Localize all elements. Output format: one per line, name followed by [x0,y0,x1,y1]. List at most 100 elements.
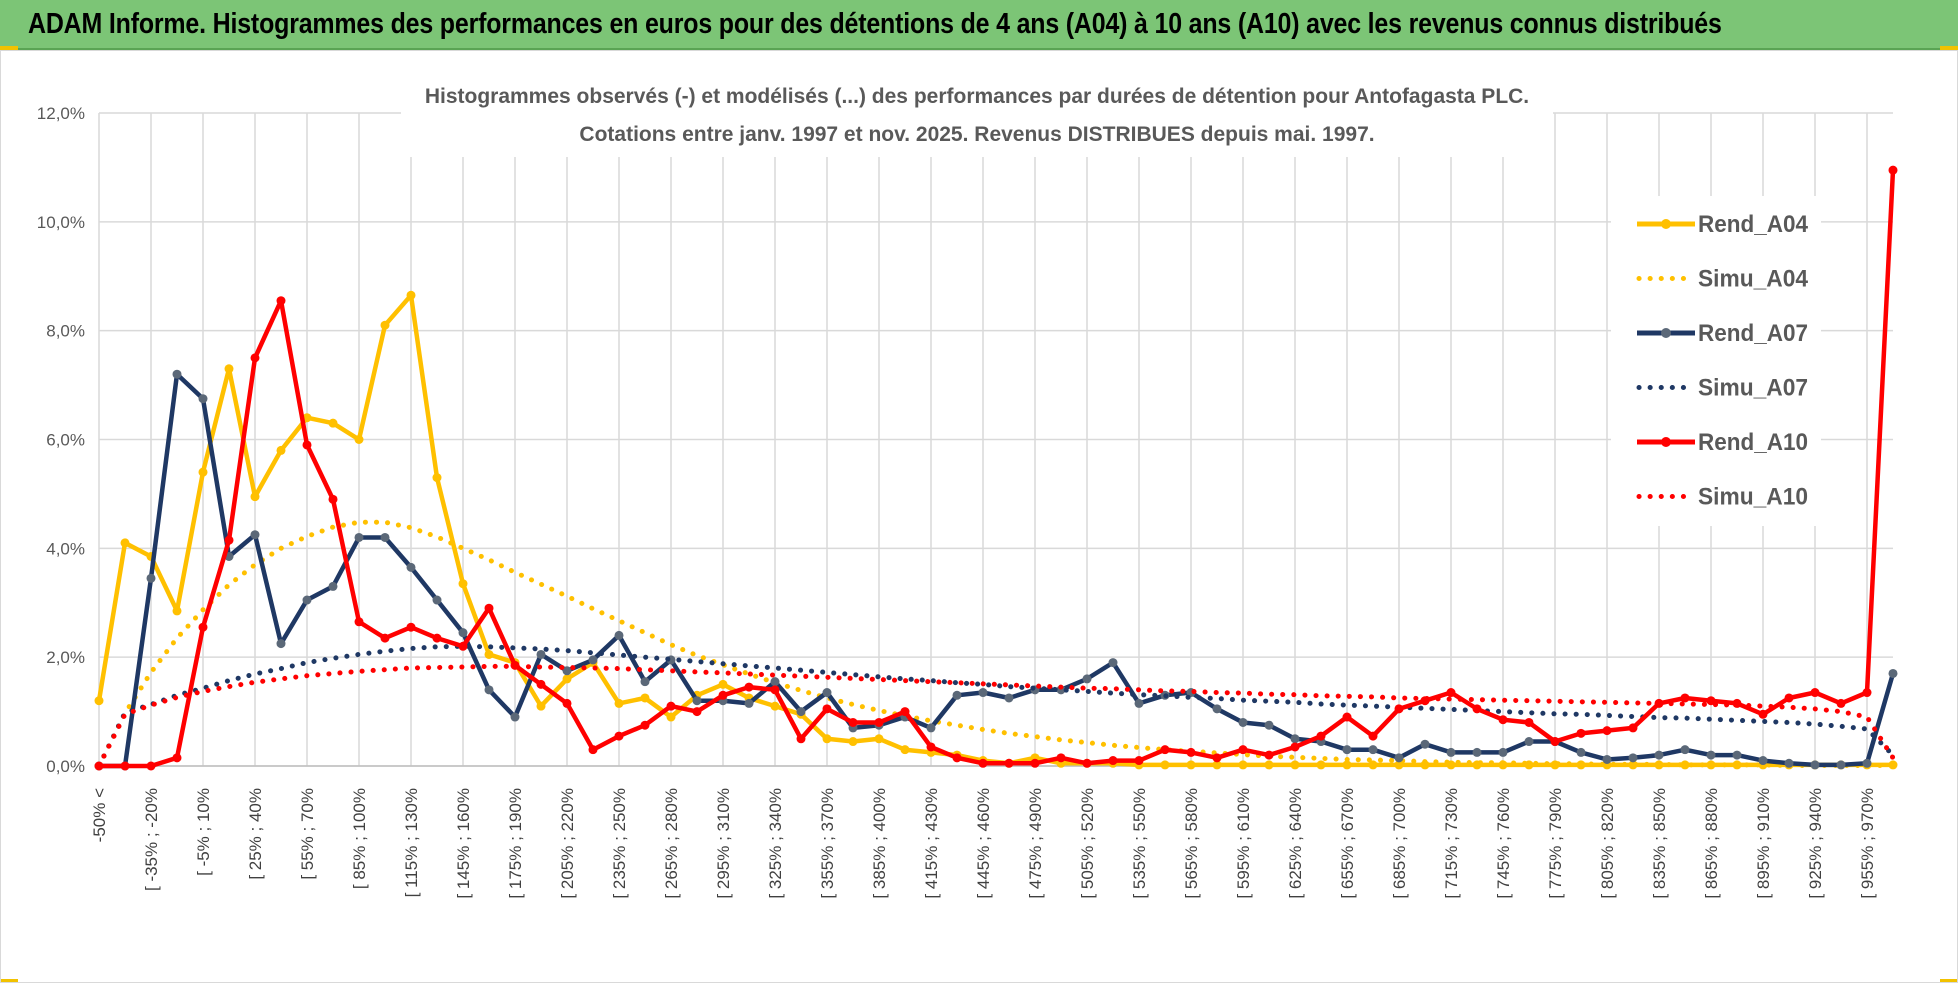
corner-marker [1940,979,1958,983]
data-point-rend-a04 [172,606,182,616]
data-point-rend-a04 [198,467,208,477]
legend-label-rend-a07: Rend_A07 [1698,320,1808,347]
legend-marker-rend-a07 [1661,328,1671,338]
data-point-rend-a07 [1394,753,1404,763]
title-background [401,77,1553,157]
data-point-rend-a04 [1212,760,1222,770]
data-point-rend-a10 [926,742,936,752]
data-point-rend-a04 [94,696,104,706]
data-point-rend-a07 [1264,720,1274,730]
data-point-rend-a07 [1082,674,1092,684]
data-point-rend-a07 [822,688,832,698]
data-point-rend-a10 [484,603,494,613]
series-layer [94,165,1898,771]
data-point-rend-a07 [1342,745,1352,755]
data-point-rend-a04 [1342,760,1352,770]
data-point-rend-a10 [1810,688,1820,698]
data-point-rend-a04 [1680,760,1690,770]
data-point-rend-a10 [1290,742,1300,752]
data-point-rend-a10 [1134,756,1144,766]
data-point-rend-a10 [120,761,130,771]
data-point-rend-a10 [1186,747,1196,757]
data-point-rend-a04 [848,737,858,747]
data-point-rend-a10 [978,758,988,768]
x-tick-label: [ 205% ; 220% [558,788,577,899]
data-point-rend-a10 [1836,698,1846,708]
data-point-rend-a04 [380,320,390,330]
y-axis: 0,0% 2,0% 4,0% 6,0% 8,0% 10,0% 12,0% [37,104,85,776]
legend-marker-rend-a04 [1661,219,1671,229]
data-point-rend-a10 [146,761,156,771]
data-point-rend-a10 [1706,696,1716,706]
data-point-rend-a10 [614,731,624,741]
series-line-simu-a07 [96,643,1896,769]
data-point-rend-a07 [198,394,208,404]
x-tick-label: [ 445% ; 460% [974,788,993,899]
data-point-rend-a10 [744,682,754,692]
legend-label-simu-a10: Simu_A10 [1698,484,1808,511]
data-point-rend-a07 [692,696,702,706]
x-tick-label: [ 325% ; 340% [766,788,785,899]
data-point-rend-a10 [536,679,546,689]
data-point-rend-a10 [1082,758,1092,768]
data-point-rend-a07 [1602,754,1612,764]
x-tick-label: [ 655% ; 670% [1338,788,1357,899]
legend-label-rend-a04: Rend_A04 [1698,211,1809,238]
data-point-rend-a04 [1186,760,1196,770]
data-point-rend-a04 [562,674,572,684]
data-point-rend-a07 [1732,750,1742,760]
legend-background [1611,196,1821,526]
data-point-rend-a04 [536,701,546,711]
data-point-rend-a04 [354,435,364,444]
data-point-rend-a10 [1368,731,1378,741]
data-point-rend-a07 [1628,753,1638,763]
data-point-rend-a04 [718,679,728,689]
data-point-rend-a07 [432,595,442,605]
data-point-rend-a10 [900,707,910,717]
data-point-rend-a07 [978,688,988,698]
data-point-rend-a10 [354,617,364,627]
chart-title-line2: Cotations entre janv. 1997 et nov. 2025.… [579,123,1374,146]
data-point-rend-a10 [1498,715,1508,725]
legend-label-simu-a07: Simu_A07 [1698,375,1808,402]
x-tick-label: [ 475% ; 490% [1026,788,1045,899]
x-tick-label: [ 85% ; 100% [350,788,369,889]
x-tick-label: [ 835% ; 850% [1650,788,1669,899]
x-tick-label: [ 955% ; 970% [1858,788,1877,899]
data-point-rend-a07 [562,666,572,676]
data-point-rend-a10 [1628,723,1638,733]
data-point-rend-a07 [1290,734,1300,744]
x-tick-label: [ -5% ; 10% [194,788,213,876]
data-point-rend-a10 [1602,726,1612,736]
data-point-rend-a10 [874,717,884,727]
report-banner: ADAM Informe. Histogrammes des performan… [0,0,1958,50]
x-tick-label: [ 145% ; 160% [454,788,473,899]
data-point-rend-a10 [406,622,416,632]
data-point-rend-a07 [1836,760,1846,770]
data-point-rend-a07 [1576,747,1586,757]
data-point-rend-a04 [614,698,624,708]
data-point-rend-a07 [1446,747,1456,757]
data-point-rend-a10 [1212,753,1222,763]
data-point-rend-a04 [770,701,780,711]
data-point-rend-a10 [848,717,858,727]
legend-label-rend-a10: Rend_A10 [1698,429,1808,456]
data-point-rend-a10 [1550,737,1560,747]
data-point-rend-a10 [1758,709,1768,719]
data-point-rend-a07 [458,628,468,638]
y-tick-label: 10,0% [37,213,85,232]
data-point-rend-a10 [718,690,728,700]
legend-label-simu-a04: Simu_A04 [1698,266,1809,293]
data-point-rend-a10 [302,440,312,450]
data-point-rend-a04 [900,745,910,755]
data-point-rend-a07 [510,712,520,722]
data-point-rend-a10 [1472,704,1482,714]
x-tick-label: [ 715% ; 730% [1442,788,1461,899]
data-point-rend-a04 [406,290,416,300]
data-point-rend-a10 [276,296,286,306]
data-point-rend-a10 [1394,704,1404,714]
legend: Rend_A04 Simu_A04 Rend_A07 Simu_A07 Rend_A10… [1636,211,1809,511]
data-point-rend-a04 [328,418,338,428]
data-point-rend-a07 [146,573,156,583]
data-point-rend-a10 [1264,750,1274,760]
